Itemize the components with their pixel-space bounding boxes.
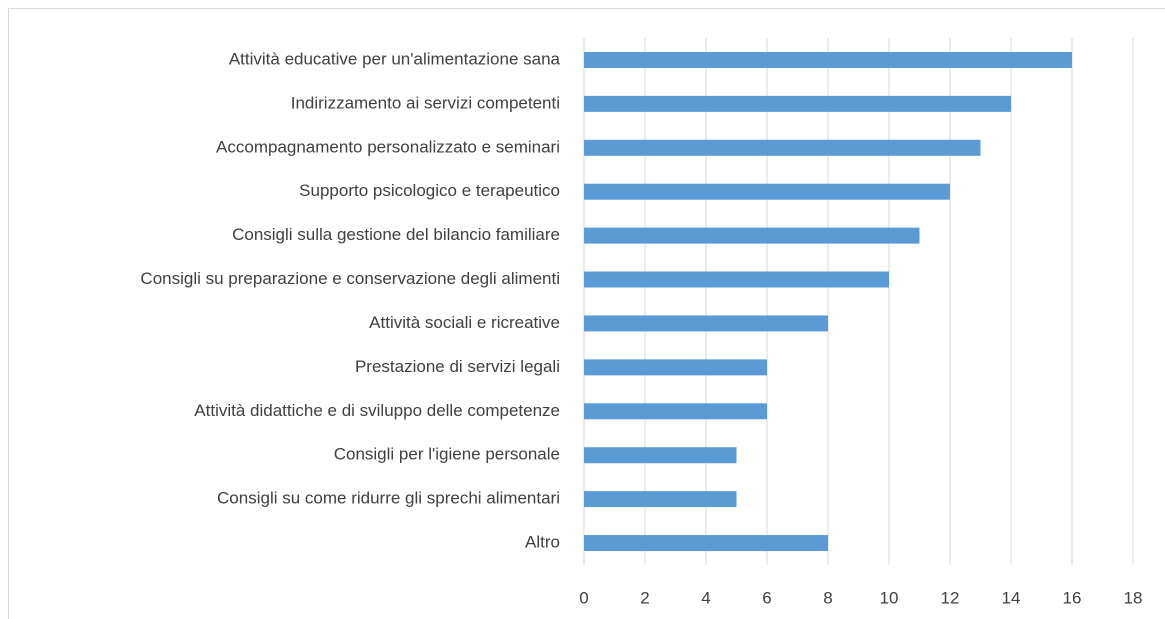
bar — [584, 271, 889, 288]
chart-border — [8, 8, 1165, 619]
y-tick-label: Consigli su come ridurre gli sprechi ali… — [217, 489, 560, 508]
y-tick-label: Attività didattiche e di sviluppo delle … — [194, 401, 560, 420]
y-tick-label: Prestazione di servizi legali — [355, 357, 560, 376]
bar — [584, 315, 828, 332]
bar — [584, 183, 950, 200]
x-tick-label: 10 — [880, 588, 899, 607]
x-tick-label: 2 — [640, 588, 649, 607]
y-tick-label: Supporto psicologico e terapeutico — [299, 181, 560, 200]
x-tick-label: 4 — [701, 588, 710, 607]
x-tick-label: 6 — [762, 588, 771, 607]
x-tick-label: 14 — [1002, 588, 1021, 607]
y-tick-label: Consigli per l'igiene personale — [334, 445, 560, 464]
y-tick-label: Accompagnamento personalizzato e seminar… — [216, 137, 560, 156]
x-tick-label: 12 — [941, 588, 960, 607]
x-tick-label: 0 — [579, 588, 588, 607]
x-tick-label: 8 — [823, 588, 832, 607]
bar — [584, 491, 737, 508]
y-tick-label: Consigli su preparazione e conservazione… — [140, 269, 560, 288]
y-tick-label: Attività sociali e ricreative — [369, 313, 560, 332]
x-tick-label: 16 — [1063, 588, 1082, 607]
y-tick-label: Altro — [525, 533, 560, 552]
bar — [584, 139, 981, 156]
x-tick-label: 18 — [1124, 588, 1143, 607]
bar — [584, 95, 1011, 112]
bar — [584, 535, 828, 552]
bar — [584, 227, 920, 244]
bar — [584, 403, 767, 420]
bar — [584, 51, 1072, 68]
y-tick-label: Consigli sulla gestione del bilancio fam… — [232, 225, 560, 244]
y-tick-label: Indirizzamento ai servizi competenti — [291, 93, 560, 112]
y-tick-label: Attività educative per un'alimentazione … — [229, 49, 561, 68]
bar — [584, 359, 767, 376]
bar — [584, 447, 737, 464]
